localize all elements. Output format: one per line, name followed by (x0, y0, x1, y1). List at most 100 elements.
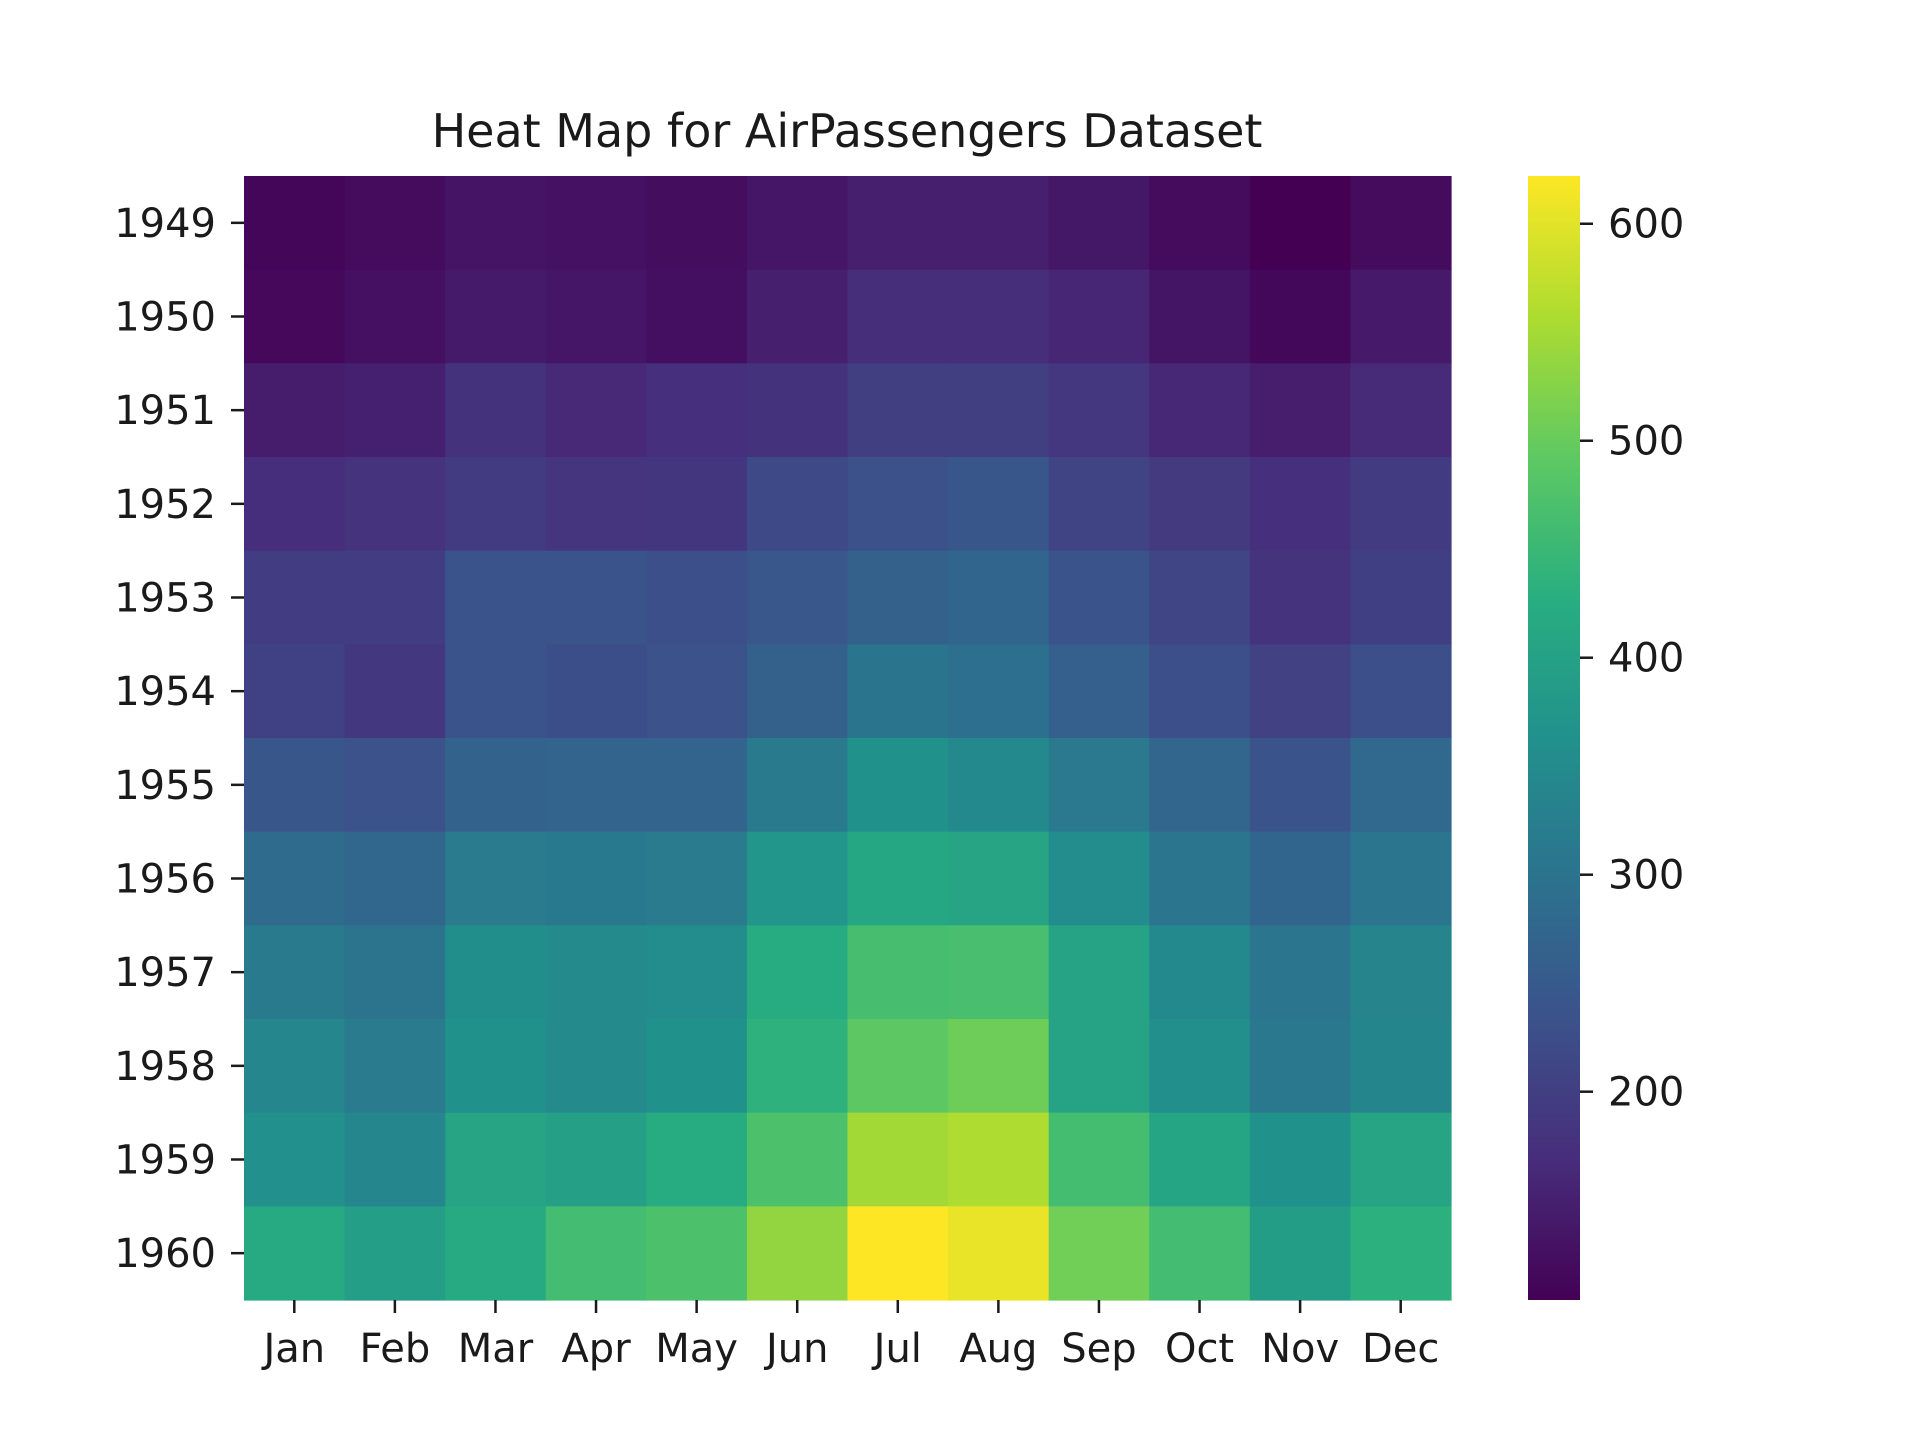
heatmap-cell-1959-Jul (847, 1112, 949, 1207)
heatmap-cell-1950-Oct (1149, 269, 1251, 364)
heatmap-cell-1960-May (646, 1206, 748, 1301)
colorbar-tick-label-300: 300 (1608, 853, 1684, 899)
heatmap-cell-1958-Mar (445, 1019, 547, 1114)
heatmap-cell-1952-Mar (445, 457, 547, 552)
y-tick-label-1949: 1949 (114, 201, 216, 247)
heatmap-cell-1950-May (646, 269, 748, 364)
heatmap-cell-1955-Jun (746, 738, 849, 833)
heatmap-cell-1952-Oct (1149, 457, 1251, 552)
heatmap-cell-1949-Nov (1249, 176, 1352, 271)
heatmap-cell-1960-Jun (746, 1206, 849, 1301)
heatmap-cell-1960-Aug (948, 1206, 1050, 1301)
heatmap-cell-1956-Sep (1048, 831, 1150, 926)
heatmap-cell-1953-Dec (1350, 550, 1452, 645)
heatmap-cell-1955-Sep (1048, 738, 1150, 833)
heatmap-cell-1957-Mar (445, 925, 547, 1020)
heatmap-cell-1954-Mar (445, 644, 547, 739)
heatmap-cell-1960-Apr (545, 1206, 647, 1301)
heatmap-cell-1956-Jun (746, 831, 849, 926)
heatmap-cell-1960-Sep (1048, 1206, 1150, 1301)
heatmap-cell-1953-Feb (344, 550, 446, 645)
heatmap-cell-1954-Sep (1048, 644, 1150, 739)
heatmap-cell-1953-Mar (445, 550, 547, 645)
heatmap-cell-1957-May (646, 925, 748, 1020)
heatmap-cell-1950-Jul (847, 269, 949, 364)
x-tick-label-Feb: Feb (359, 1326, 430, 1372)
heatmap-cell-1958-Sep (1048, 1019, 1150, 1114)
heatmap-cell-1957-Nov (1249, 925, 1352, 1020)
colorbar-tick-label-400: 400 (1608, 636, 1684, 682)
heatmap-cell-1960-Jan (244, 1206, 346, 1301)
heatmap-cell-1954-Apr (545, 644, 647, 739)
heatmap-cell-1949-Oct (1149, 176, 1251, 271)
y-tick-label-1955: 1955 (114, 763, 216, 809)
y-tick-label-1954: 1954 (114, 669, 216, 715)
y-tick-label-1952: 1952 (114, 482, 216, 528)
x-tick-label-May: May (655, 1326, 738, 1372)
heatmap-cell-1958-Dec (1350, 1019, 1452, 1114)
heatmap-cell-1954-Jul (847, 644, 949, 739)
heatmap-cell-1949-Sep (1048, 176, 1150, 271)
heatmap-cell-1950-Feb (344, 269, 446, 364)
y-tick-label-1957: 1957 (114, 950, 216, 996)
heatmap-cell-1952-Sep (1048, 457, 1150, 552)
y-tick-label-1958: 1958 (114, 1044, 216, 1090)
heatmap-cell-1953-Jun (746, 550, 849, 645)
heatmap-cell-1949-Jan (244, 176, 346, 271)
heatmap-cell-1958-Jul (847, 1019, 949, 1114)
heatmap-cell-1960-Jul (847, 1206, 949, 1301)
heatmap-cell-1956-Feb (344, 831, 446, 926)
colorbar-gradient (1528, 176, 1580, 1300)
x-tick-label-Jan: Jan (260, 1326, 325, 1372)
heatmap-cell-1959-Sep (1048, 1112, 1150, 1207)
heatmap-cell-1956-Dec (1350, 831, 1452, 926)
heatmap-cell-1960-Dec (1350, 1206, 1452, 1301)
heatmap-cell-1959-Feb (344, 1112, 446, 1207)
colorbar-tick-label-600: 600 (1608, 202, 1684, 248)
x-tick-label-Nov: Nov (1261, 1326, 1339, 1372)
x-tick-label-Aug: Aug (959, 1326, 1037, 1372)
heatmap-cell-1954-Jun (746, 644, 849, 739)
heatmap-cell-1954-Jan (244, 644, 346, 739)
heatmap-cell-1950-Jan (244, 269, 346, 364)
colorbar-tick-label-200: 200 (1608, 1070, 1684, 1116)
heatmap-cell-1955-Nov (1249, 738, 1352, 833)
heatmap-cell-1952-Jan (244, 457, 346, 552)
heatmap-cell-1950-Nov (1249, 269, 1352, 364)
x-tick-label-Apr: Apr (561, 1326, 631, 1372)
heatmap-cell-1950-Dec (1350, 269, 1452, 364)
heatmap-cell-1951-Apr (545, 363, 647, 458)
heatmap-cell-1956-Apr (545, 831, 647, 926)
heatmap-cell-1955-May (646, 738, 748, 833)
heatmap-cell-1957-Jan (244, 925, 346, 1020)
heatmap-cell-1959-Jun (746, 1112, 849, 1207)
heatmap-cell-1959-Nov (1249, 1112, 1352, 1207)
heatmap-cell-1960-Nov (1249, 1206, 1352, 1301)
x-tick-label-Mar: Mar (458, 1326, 534, 1372)
heatmap-cell-1949-Jun (746, 176, 849, 271)
heatmap-cell-1955-Aug (948, 738, 1050, 833)
heatmap-cell-1955-Mar (445, 738, 547, 833)
heatmap-cell-1959-May (646, 1112, 748, 1207)
heatmap-cell-1952-Dec (1350, 457, 1452, 552)
heatmap-cell-1960-Mar (445, 1206, 547, 1301)
heatmap-cell-1957-Feb (344, 925, 446, 1020)
heatmap-cell-1957-Jul (847, 925, 949, 1020)
heatmap-cell-1959-Apr (545, 1112, 647, 1207)
heatmap-cell-1953-Nov (1249, 550, 1352, 645)
heatmap-cell-1951-Dec (1350, 363, 1452, 458)
heatmap-cell-1949-Mar (445, 176, 547, 271)
heatmap-cell-1949-May (646, 176, 748, 271)
heatmap-cell-1950-Aug (948, 269, 1050, 364)
heatmap-cell-1957-Apr (545, 925, 647, 1020)
heatmap-cell-1959-Aug (948, 1112, 1050, 1207)
heatmap-cell-1960-Oct (1149, 1206, 1251, 1301)
heatmap-cell-1951-Sep (1048, 363, 1150, 458)
heatmap-cell-1956-Mar (445, 831, 547, 926)
heatmap-cell-1951-Jul (847, 363, 949, 458)
heatmap-cell-1949-Feb (344, 176, 446, 271)
heatmap-cell-1957-Aug (948, 925, 1050, 1020)
heatmap-cell-1959-Jan (244, 1112, 346, 1207)
heatmap-cell-1957-Sep (1048, 925, 1150, 1020)
